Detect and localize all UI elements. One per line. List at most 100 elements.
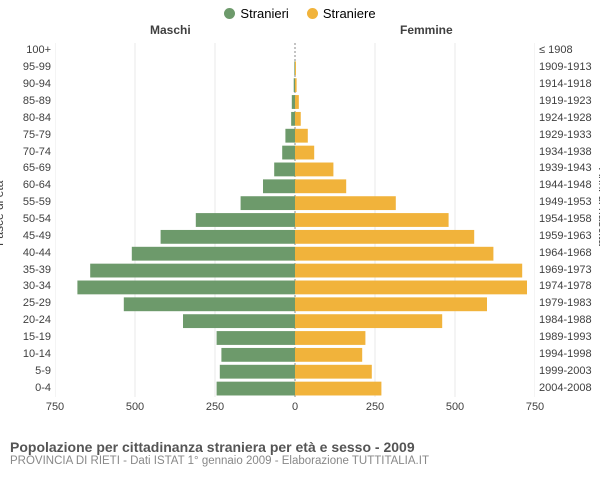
bar-male [241,196,295,210]
bar-female [295,348,362,362]
bar-male [132,247,295,261]
bar-female [295,179,346,193]
x-tick-label: 500 [126,401,144,413]
y-label-age: 25-29 [3,297,51,309]
column-header-female: Femmine [400,23,453,37]
legend-label-female: Straniere [323,6,376,21]
x-tick-label: 750 [526,401,544,413]
bar-female [295,146,314,160]
y-label-age: 0-4 [3,382,51,394]
y-label-birth: 1984-1988 [539,314,592,326]
swatch-female [307,8,318,19]
y-label-birth: 1999-2003 [539,365,592,377]
y-label-birth: 1954-1958 [539,213,592,225]
y-label-birth: 1964-1968 [539,247,592,259]
bar-male [90,264,295,278]
chart-subtitle: PROVINCIA DI RIETI - Dati ISTAT 1° genna… [10,455,590,467]
x-tick-label: 250 [366,401,384,413]
bar-female [295,382,381,396]
bar-female [295,297,487,311]
column-header-male: Maschi [150,23,191,37]
bar-male [263,179,295,193]
chart-area: Fasce di età Anni di nascita 0-42004-200… [0,39,600,439]
y-label-birth: 1939-1943 [539,162,592,174]
bar-male [294,78,295,92]
y-axis-title-right: Anni di nascita [596,168,600,246]
y-label-birth: 1979-1983 [539,297,592,309]
bar-female [295,230,474,244]
bar-female [295,365,372,379]
y-label-birth: 1994-1998 [539,348,592,360]
x-tick-label: 500 [446,401,464,413]
y-label-birth: 1944-1948 [539,179,592,191]
legend-item-male: Stranieri [224,6,288,21]
bar-male [217,331,295,345]
bar-male [124,297,295,311]
bar-male [292,95,295,109]
bar-male [282,146,295,160]
legend-label-male: Stranieri [240,6,288,21]
y-label-age: 5-9 [3,365,51,377]
y-label-age: 40-44 [3,247,51,259]
y-label-age: 65-69 [3,162,51,174]
y-label-birth: 1969-1973 [539,264,592,276]
bar-female [295,78,297,92]
column-headers: Maschi Femmine [0,23,600,39]
legend: Stranieri Straniere [0,0,600,23]
y-label-age: 35-39 [3,264,51,276]
bar-male [221,348,295,362]
chart-title: Popolazione per cittadinanza straniera p… [10,439,590,455]
bar-female [295,213,449,227]
y-label-age: 15-19 [3,331,51,343]
bar-male [77,281,295,295]
bar-female [295,61,296,75]
y-label-age: 55-59 [3,196,51,208]
bar-female [295,112,301,126]
x-tick-label: 250 [206,401,224,413]
bar-male [291,112,295,126]
bar-female [295,331,365,345]
bar-male [274,163,295,177]
bar-female [295,95,299,109]
y-label-age: 80-84 [3,112,51,124]
y-label-age: 75-79 [3,129,51,141]
y-label-birth: 1929-1933 [539,129,592,141]
x-tick-label: 0 [292,401,298,413]
y-label-age: 30-34 [3,280,51,292]
swatch-male [224,8,235,19]
bar-female [295,196,396,210]
bar-male [285,129,295,143]
x-tick-label: 750 [46,401,64,413]
bar-female [295,163,333,177]
y-label-birth: 1974-1978 [539,280,592,292]
y-label-age: 95-99 [3,61,51,73]
y-label-age: 50-54 [3,213,51,225]
bar-female [295,281,527,295]
y-label-birth: 1989-1993 [539,331,592,343]
bar-female [295,264,522,278]
y-label-age: 100+ [3,44,51,56]
y-label-age: 20-24 [3,314,51,326]
y-label-age: 60-64 [3,179,51,191]
y-label-birth: 1959-1963 [539,230,592,242]
y-label-birth: 1909-1913 [539,61,592,73]
y-label-birth: 1949-1953 [539,196,592,208]
y-label-birth: ≤ 1908 [539,44,573,56]
bar-male [217,382,295,396]
y-label-age: 70-74 [3,146,51,158]
y-label-age: 85-89 [3,95,51,107]
pyramid-plot [55,39,535,419]
y-label-birth: 1919-1923 [539,95,592,107]
bar-female [295,129,308,143]
y-label-age: 45-49 [3,230,51,242]
bar-female [295,247,493,261]
y-label-birth: 1914-1918 [539,78,592,90]
y-label-birth: 1934-1938 [539,146,592,158]
y-label-birth: 2004-2008 [539,382,592,394]
y-label-birth: 1924-1928 [539,112,592,124]
bar-female [295,314,442,328]
y-label-age: 10-14 [3,348,51,360]
legend-item-female: Straniere [307,6,376,21]
chart-footer: Popolazione per cittadinanza straniera p… [0,439,600,471]
bar-male [196,213,295,227]
